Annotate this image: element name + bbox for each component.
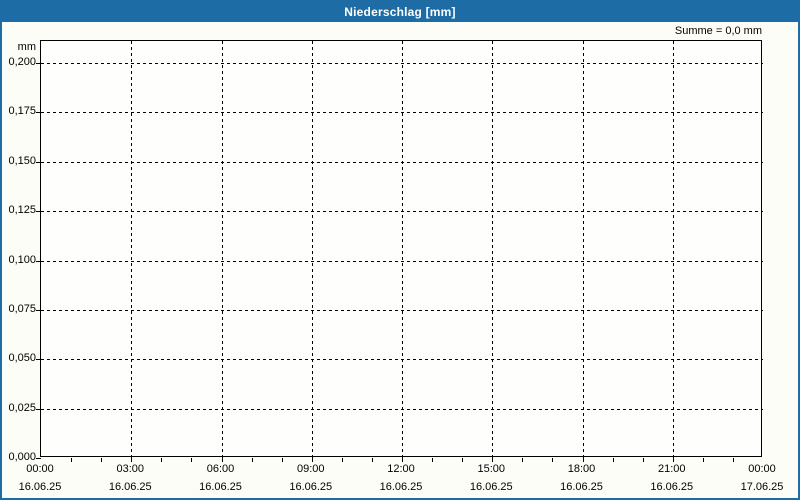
x-axis-date-label: 16.06.25 (560, 481, 603, 493)
y-axis-tick-label: 0,125 (8, 204, 36, 217)
x-axis-time-label: 18:00 (567, 463, 596, 475)
y-axis-tick-label: 0,100 (8, 253, 36, 266)
y-axis-tick-label: 0,200 (8, 56, 36, 68)
x-axis-date-label: 16.06.25 (379, 481, 423, 493)
x-axis-date-label: 16.06.25 (289, 481, 333, 493)
y-axis-tick-label: 0,075 (8, 302, 36, 315)
chart-title: Niederschlag [mm] (344, 5, 456, 19)
x-axis-date-label: 16.06.25 (108, 481, 152, 493)
y-axis-unit-label: mm (17, 41, 36, 53)
x-axis-time-label: 00:00 (748, 463, 776, 475)
grid-svg (36, 41, 763, 462)
x-axis-time-label: 09:00 (296, 463, 325, 475)
x-axis-date-label: 16.06.25 (469, 481, 513, 493)
y-axis-tick-label: 0,150 (8, 154, 36, 167)
x-axis-date-label: 16.06.25 (650, 481, 694, 493)
x-axis-date-label: 16.06.25 (199, 481, 242, 493)
y-axis-tick-label: 0,025 (8, 401, 36, 414)
x-axis-time-label: 03:00 (116, 463, 145, 475)
y-axis-tick-label: 0,050 (8, 352, 36, 365)
x-axis-time-label: 21:00 (657, 463, 686, 475)
x-axis-time-label: 12:00 (387, 463, 415, 475)
x-axis-date-label: 17.06.25 (740, 481, 784, 493)
y-axis-tick-label: 0,175 (8, 105, 36, 118)
x-axis-time-label: 15:00 (477, 463, 506, 475)
x-axis-date-label: 16.06.25 (18, 481, 62, 493)
plot-area (36, 40, 763, 462)
title-bar: Niederschlag [mm] (2, 2, 798, 22)
sum-annotation: Summe = 0,0 mm (674, 25, 762, 37)
chart-content: Summe = 0,0 mm mm 0,000 0,025 0,050 0,075 0,… (2, 22, 798, 498)
x-axis-time-label: 06:00 (206, 463, 235, 475)
y-axis-tick-label: 0,000 (8, 451, 36, 463)
x-axis-time-label: 00:00 (26, 463, 54, 475)
